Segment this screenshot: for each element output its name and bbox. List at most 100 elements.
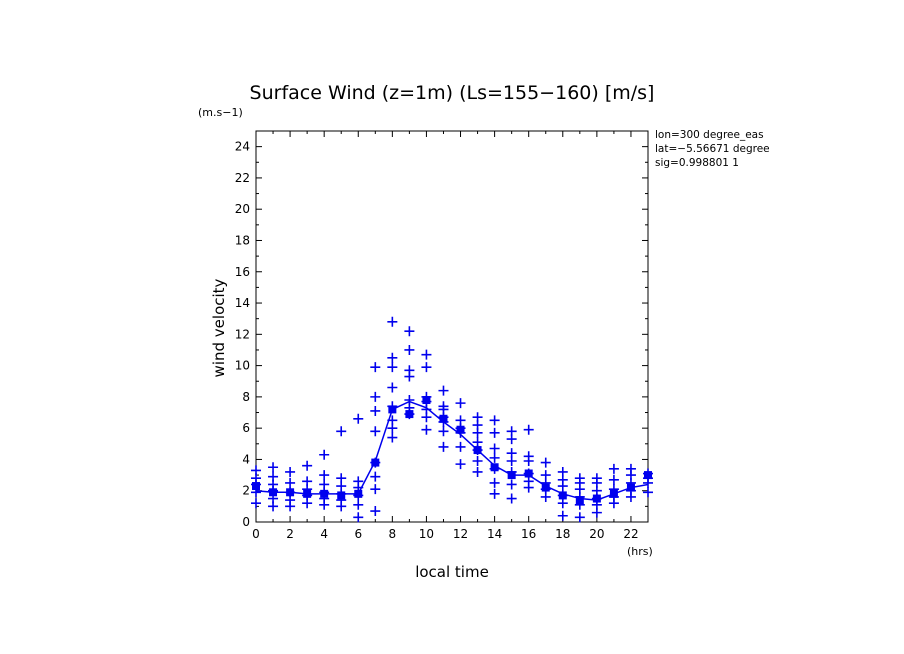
data-point (353, 413, 364, 424)
y-tick-label: 2 (242, 484, 250, 498)
data-point (251, 498, 261, 509)
data-point (285, 466, 296, 477)
data-point (387, 362, 398, 373)
mean-point (644, 471, 652, 480)
data-point (353, 512, 364, 523)
x-tick-label: 22 (623, 527, 638, 541)
y-tick-label: 0 (242, 515, 250, 529)
data-point (370, 405, 381, 416)
data-point (523, 451, 534, 462)
data-point (387, 382, 398, 393)
y-tick-label: 22 (235, 171, 250, 185)
data-point (608, 474, 619, 485)
plot-frame (255, 130, 649, 523)
data-point (268, 462, 279, 473)
y-tick-label: 18 (235, 233, 250, 247)
x-tick-label: 0 (252, 527, 260, 541)
data-point (370, 391, 381, 402)
data-point (421, 349, 432, 360)
data-point (540, 470, 551, 481)
x-tick-label: 6 (354, 527, 362, 541)
data-point (268, 471, 279, 482)
x-unit-label: (hrs) (627, 545, 653, 558)
y-tick-label: 4 (242, 452, 250, 466)
data-point (523, 424, 534, 435)
data-point (370, 471, 381, 482)
data-point (370, 506, 381, 517)
x-tick-label: 12 (453, 527, 468, 541)
mean-point (575, 496, 584, 505)
x-tick-label: 8 (389, 527, 397, 541)
mean-point (592, 494, 601, 503)
data-point (438, 426, 449, 437)
x-axis-label: local time (415, 563, 489, 581)
data-point (489, 488, 500, 499)
data-point (438, 441, 449, 452)
data-point (319, 479, 330, 490)
annotation-lat: lat=−5.56671 degree (655, 143, 770, 155)
data-point (336, 426, 347, 437)
data-point (353, 499, 364, 510)
mean-point (252, 482, 260, 491)
mean-point (541, 483, 550, 492)
y-tick-label: 16 (235, 265, 250, 279)
data-point (404, 395, 415, 406)
data-point (472, 412, 483, 423)
data-point (506, 426, 517, 437)
y-unit-label: (m.s−1) (198, 106, 243, 119)
mean-point (337, 491, 346, 500)
data-point (302, 476, 313, 487)
data-point (540, 457, 551, 468)
y-axis-label: wind velocity (210, 278, 228, 377)
data-point (489, 452, 500, 463)
data-point (404, 326, 415, 337)
x-tick-label: 18 (555, 527, 570, 541)
data-point (574, 512, 585, 523)
mean-point (490, 463, 499, 472)
data-point (472, 466, 483, 477)
x-tick-label: 20 (589, 527, 604, 541)
y-tick-label: 6 (242, 421, 250, 435)
data-point (319, 449, 330, 460)
y-tick-label: 12 (235, 327, 250, 341)
y-tick-label: 14 (235, 296, 250, 310)
mean-point (422, 396, 431, 405)
annotation-sig: sig=0.998801 1 (655, 157, 739, 169)
data-point (387, 432, 398, 443)
data-point (251, 465, 261, 476)
data-point (370, 426, 381, 437)
data-point (472, 437, 483, 448)
mean-line (255, 400, 649, 501)
data-point (608, 463, 619, 474)
data-point (302, 460, 313, 471)
data-point (370, 362, 381, 373)
x-tick-label: 10 (419, 527, 434, 541)
data-point (404, 344, 415, 355)
data-point (489, 477, 500, 488)
data-point (421, 362, 432, 373)
y-tick-label: 24 (235, 140, 250, 154)
annotation-lon: lon=300 degree_eas (655, 129, 764, 141)
mean-point (558, 491, 567, 500)
data-point (591, 473, 602, 484)
data-point (625, 463, 636, 474)
data-point (489, 427, 500, 438)
data-point (438, 385, 449, 396)
data-point (489, 443, 500, 454)
mean-point (524, 469, 533, 478)
x-tick-label: 4 (320, 527, 328, 541)
data-point (285, 477, 296, 488)
chart-title: Surface Wind (z=1m) (Ls=155−160) [m/s] (250, 82, 655, 104)
data-point (319, 470, 330, 481)
data-point (438, 401, 449, 412)
data-point (455, 398, 466, 409)
data-point (455, 415, 466, 426)
data-point (506, 493, 517, 504)
data-point (472, 456, 483, 467)
y-tick-label: 20 (235, 202, 250, 216)
y-tick-label: 10 (235, 359, 250, 373)
x-tick-label: 2 (286, 527, 294, 541)
data-point (643, 487, 653, 498)
